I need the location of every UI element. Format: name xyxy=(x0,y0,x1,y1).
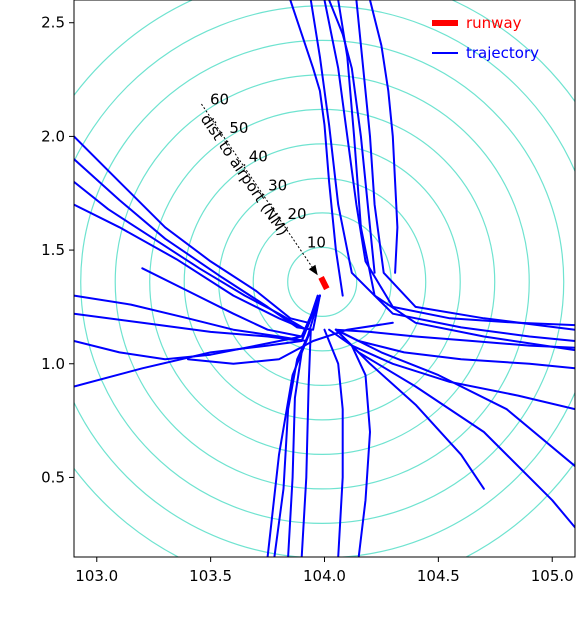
ring-label: 50 xyxy=(229,119,248,137)
trajectory-line xyxy=(334,328,575,411)
range-ring xyxy=(218,177,427,387)
trajectory-line xyxy=(74,180,321,331)
trajectory-line xyxy=(337,0,575,352)
y-axis: 0.5 1.0 1.5 2.0 2.5 xyxy=(41,14,74,486)
range-rings xyxy=(74,0,575,557)
range-ring xyxy=(287,246,358,318)
distance-arrow-head xyxy=(308,264,318,276)
trajectory-line xyxy=(323,328,344,557)
ring-label: 30 xyxy=(268,176,287,194)
trajectory-line xyxy=(334,328,575,349)
y-tick-label: 0.5 xyxy=(41,468,65,486)
ring-label: 20 xyxy=(287,205,306,223)
legend-label: runway xyxy=(466,14,522,32)
y-tick-label: 1.0 xyxy=(41,355,65,373)
trajectory-line xyxy=(266,328,312,557)
trajectory-line xyxy=(74,294,321,361)
x-tick-label: 103.5 xyxy=(189,567,232,585)
trajectory-line xyxy=(289,0,344,297)
runway-mark xyxy=(318,276,330,291)
trajectory-line xyxy=(334,328,575,529)
ring-label: 40 xyxy=(249,148,268,166)
trajectory-line xyxy=(309,0,575,342)
legend: runway trajectory xyxy=(432,14,539,62)
x-tick-label: 103.0 xyxy=(75,567,118,585)
y-tick-label: 2.0 xyxy=(41,127,65,145)
trajectory-line xyxy=(355,0,575,331)
trajectory-line xyxy=(334,328,575,370)
x-tick-label: 105.0 xyxy=(531,567,574,585)
trajectory-line xyxy=(74,135,319,324)
x-tick-label: 104.0 xyxy=(303,567,346,585)
ring-label: 10 xyxy=(307,233,326,251)
trajectory-line xyxy=(186,321,394,365)
range-ring xyxy=(183,143,461,421)
trajectory-line xyxy=(369,0,399,274)
x-axis: 103.0 103.5 104.0 104.5 105.0 xyxy=(75,557,574,585)
range-ring xyxy=(80,39,565,525)
trajectory-line xyxy=(273,328,312,557)
y-tick-label: 1.5 xyxy=(41,241,65,259)
range-ring xyxy=(74,5,575,557)
trajectory-lines xyxy=(74,0,575,557)
x-tick-label: 104.5 xyxy=(417,567,460,585)
trajectory-line xyxy=(334,328,575,468)
trajectory-line xyxy=(323,0,575,327)
legend-label: trajectory xyxy=(466,44,539,62)
trajectory-line xyxy=(328,0,376,274)
range-ring xyxy=(74,0,575,557)
y-tick-label: 2.5 xyxy=(41,14,65,32)
figure-caption xyxy=(0,602,576,620)
trajectory-line xyxy=(300,328,312,557)
trajectory-line xyxy=(141,267,321,338)
runway-group xyxy=(318,276,330,291)
ring-label: 60 xyxy=(210,91,229,109)
